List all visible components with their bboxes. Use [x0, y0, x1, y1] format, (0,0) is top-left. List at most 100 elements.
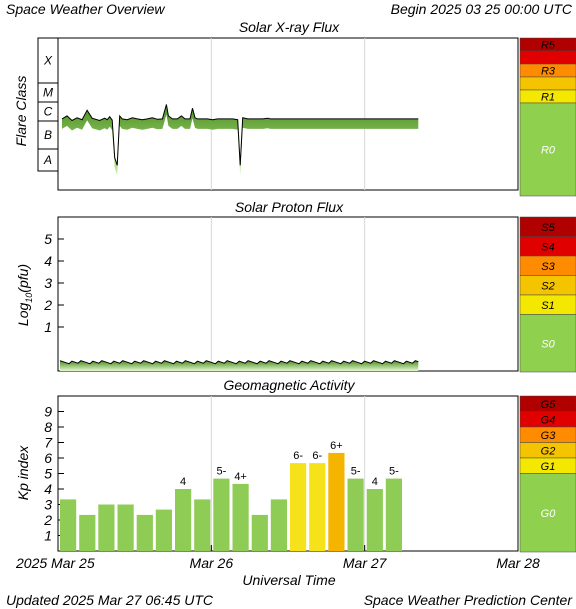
kp-ytick-label: 4 — [44, 481, 52, 497]
scale-label: S1 — [541, 300, 554, 312]
flare-class-label: M — [43, 86, 53, 100]
kp-bar — [251, 514, 268, 551]
kp-ylabel: Kp index — [15, 445, 31, 500]
proton-ylabel-sub: 10 — [24, 293, 34, 303]
scale-label: S5 — [541, 222, 555, 234]
kp-bar-label: 5- — [351, 466, 361, 478]
kp-bar — [270, 499, 287, 551]
kp-bar — [232, 483, 249, 551]
kp-bar — [155, 509, 172, 551]
kp-grid — [210, 396, 366, 551]
scale-block — [519, 50, 576, 65]
flare-class-label: B — [44, 128, 52, 142]
proton-ytick-label: 3 — [44, 275, 52, 291]
proton-flux-fill — [60, 360, 419, 371]
proton-ytick-label: 1 — [44, 319, 52, 335]
proton-ytick-label: 2 — [43, 297, 52, 313]
kp-ytick-label: 7 — [44, 435, 53, 451]
kp-bar — [79, 514, 96, 551]
proton-flux-line — [59, 360, 419, 365]
header-begin: Begin 2025 03 25 00:00 UTC — [391, 1, 573, 17]
kp-xtick-label: Mar 27 — [343, 555, 388, 571]
kp-plot-frame — [57, 395, 519, 552]
xray-grid — [210, 38, 366, 190]
kp-xlabel: Universal Time — [242, 572, 335, 588]
flare-class-label: C — [44, 105, 53, 119]
xray-ylabel: Flare Class — [13, 76, 29, 147]
kp-bar — [194, 499, 211, 551]
kp-bar — [117, 504, 134, 551]
proton-plot-frame — [57, 216, 519, 372]
scale-label: S4 — [541, 241, 554, 253]
kp-scale: G5 G4 G3 G2 G1 G0 — [519, 395, 576, 553]
kp-bar-label: 6- — [293, 450, 303, 462]
kp-bar — [328, 452, 345, 551]
scale-label: R0 — [541, 145, 556, 157]
kp-xtick-label: Mar 28 — [496, 555, 540, 571]
xray-scale: R5 R3 R1 R0 — [519, 37, 576, 197]
footer-updated: Updated 2025 Mar 27 06:45 UTC — [6, 592, 214, 608]
kp-ytick-label: 2 — [43, 512, 52, 528]
kp-bar-label: 4 — [180, 476, 186, 488]
kp-bar — [366, 489, 383, 551]
kp-xtick-label: 2025 Mar 25 — [15, 555, 95, 571]
flare-class-label: A — [43, 153, 52, 167]
scale-label: G2 — [541, 445, 556, 457]
proton-scale: S5 S4 S3 S2 S1 S0 — [519, 216, 576, 373]
footer-credit: Space Weather Prediction Center — [364, 592, 574, 608]
kp-ytick-label: 9 — [44, 404, 52, 420]
kp-title: Geomagnetic Activity — [224, 377, 356, 393]
kp-bar-label: 4+ — [234, 471, 247, 483]
scale-block — [519, 314, 576, 373]
kp-bars: 4 5- 4+ 6- 6- 6+ 5- 4 5- — [60, 440, 402, 551]
kp-ytick-label: 3 — [44, 497, 52, 513]
proton-ytick-label: 4 — [44, 253, 52, 269]
scale-block — [519, 473, 576, 553]
scale-label: R5 — [541, 40, 556, 52]
scale-label: S3 — [541, 261, 555, 273]
scale-label: G4 — [541, 414, 556, 426]
kp-bar-label: 6- — [312, 450, 322, 462]
scale-label: G3 — [541, 430, 557, 442]
scale-label: G1 — [541, 461, 556, 473]
proton-ytick-label: 5 — [44, 231, 52, 247]
flare-class-label: X — [43, 54, 53, 68]
kp-bar — [60, 499, 77, 551]
xray-title: Solar X-ray Flux — [239, 19, 340, 35]
kp-xticks: 2025 Mar 25 Mar 26 Mar 27 Mar 28 — [15, 545, 540, 571]
kp-xtick-label: Mar 26 — [190, 555, 234, 571]
kp-bar — [385, 478, 402, 551]
kp-bar — [309, 463, 326, 551]
scale-label: G5 — [541, 399, 557, 411]
kp-panel: Geomagnetic Activity Kp index 987654321 … — [15, 377, 576, 588]
proton-yticks: 5 4 3 2 1 — [43, 231, 64, 335]
kp-ytick-label: 5 — [44, 466, 52, 482]
scale-label: G0 — [541, 508, 557, 520]
proton-title: Solar Proton Flux — [235, 199, 344, 215]
header-title: Space Weather Overview — [6, 1, 165, 17]
kp-bar-label: 6+ — [330, 440, 343, 452]
proton-ylabel-tail: (pfu) — [15, 264, 31, 293]
xray-flux-fill — [62, 104, 419, 176]
xray-flux-line — [61, 104, 419, 166]
kp-bar — [136, 514, 153, 551]
scale-block — [519, 102, 576, 197]
kp-bar — [98, 504, 115, 551]
kp-bar — [213, 478, 230, 551]
scale-label: R1 — [541, 92, 555, 104]
scale-block — [519, 76, 576, 91]
scale-label: S2 — [541, 280, 554, 292]
kp-bar — [175, 489, 192, 551]
scale-label: S0 — [541, 338, 555, 350]
kp-bar-label: 5- — [389, 466, 399, 478]
kp-ytick-label: 8 — [44, 419, 52, 435]
kp-ytick-label: 6 — [44, 450, 52, 466]
proton-grid — [210, 217, 366, 371]
kp-bar-label: 5- — [217, 466, 227, 478]
proton-ylabel: Log10(pfu) — [15, 264, 34, 326]
